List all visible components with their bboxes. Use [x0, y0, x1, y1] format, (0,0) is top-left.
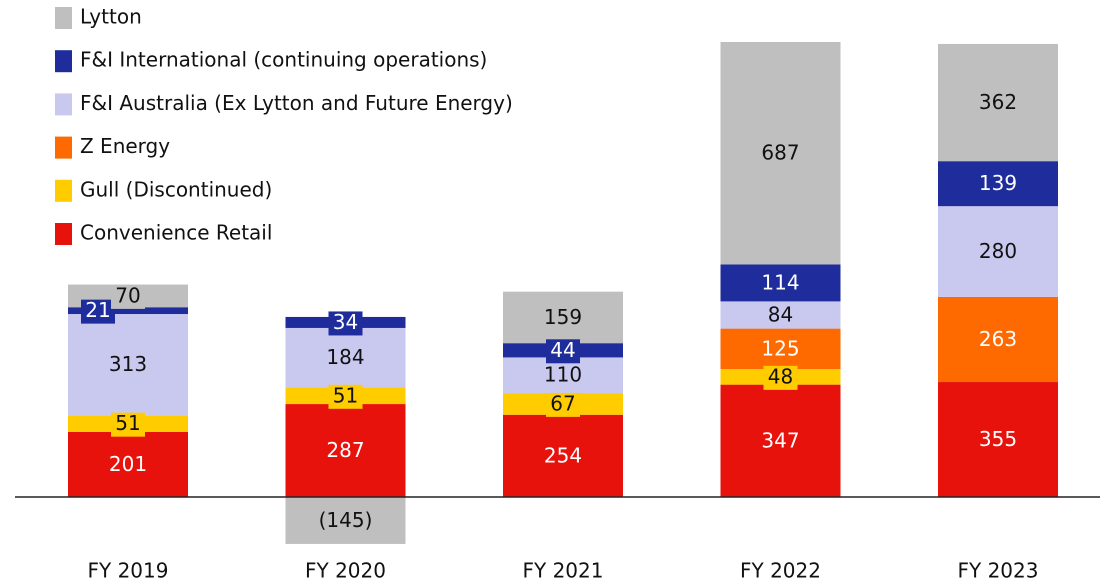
bar-segment [503, 414, 623, 497]
bar-segment [285, 497, 406, 544]
value-label: 51 [115, 411, 140, 435]
label-box [546, 392, 580, 417]
value-label: 313 [109, 352, 147, 376]
legend-label: Z Energy [80, 134, 170, 158]
bar-segment [720, 42, 841, 265]
x-tick-label: FY 2021 [523, 559, 604, 583]
bar-segment [938, 161, 1058, 207]
bar-segment [503, 357, 623, 394]
value-label: 263 [979, 327, 1017, 351]
bar-segment [720, 328, 841, 370]
value-label: 51 [333, 383, 358, 407]
legend-label: Convenience Retail [80, 221, 272, 245]
value-label: 34 [333, 310, 358, 334]
value-label: 159 [544, 305, 582, 329]
bar-segment [285, 327, 406, 388]
bar-segment [720, 264, 841, 302]
value-label: 355 [979, 427, 1017, 451]
value-label: 201 [109, 452, 147, 476]
x-tick-label: FY 2022 [740, 559, 821, 583]
bar-segment [68, 314, 188, 416]
label-box [763, 365, 798, 390]
bar-segment [503, 291, 623, 344]
bar-segment [938, 296, 1058, 383]
bar-segment [938, 206, 1058, 297]
value-label: 114 [761, 270, 799, 294]
value-label: 70 [115, 283, 140, 307]
legend-label: F&I International (continuing operations… [80, 48, 487, 72]
bar-segment [938, 382, 1058, 497]
bar-segment [285, 404, 406, 497]
value-label: 67 [550, 391, 575, 415]
value-label: 125 [761, 336, 799, 360]
value-label: 687 [761, 141, 799, 165]
legend-label: F&I Australia (Ex Lytton and Future Ener… [80, 91, 513, 115]
bar-segment [720, 384, 841, 497]
value-label: 254 [544, 443, 582, 467]
label-box [111, 284, 145, 309]
label-box [546, 339, 580, 364]
bars [68, 42, 1058, 544]
x-tick-label: FY 2019 [88, 559, 169, 583]
label-box [328, 384, 363, 409]
legend-swatch [55, 223, 72, 245]
legend-swatch [55, 136, 72, 159]
value-label: 84 [768, 303, 793, 327]
value-label: 48 [768, 364, 793, 388]
legend-swatch [55, 93, 72, 116]
value-label: 280 [979, 239, 1017, 263]
label-box [81, 299, 115, 324]
value-label: 21 [85, 298, 110, 322]
value-label: 347 [761, 428, 799, 452]
bar-segment [68, 307, 188, 315]
legend-label: Gull (Discontinued) [80, 177, 272, 201]
value-label: 44 [550, 338, 575, 362]
legend-swatch [55, 7, 72, 29]
label-box [111, 412, 145, 437]
bar-segment [68, 431, 188, 497]
value-label: (145) [319, 508, 373, 532]
x-tick-label: FY 2020 [305, 559, 386, 583]
x-tick-label: FY 2023 [958, 559, 1039, 583]
value-label: 362 [979, 90, 1017, 114]
value-label: 184 [326, 345, 364, 369]
legend-swatch [55, 50, 72, 73]
value-label: 110 [544, 363, 582, 387]
value-label: 287 [326, 438, 364, 462]
bar-segment [938, 43, 1058, 162]
value-label: 139 [979, 171, 1017, 195]
label-box [328, 311, 363, 336]
bar-segment [720, 301, 841, 329]
legend-swatch [55, 179, 72, 202]
legend-label: Lytton [80, 5, 142, 29]
